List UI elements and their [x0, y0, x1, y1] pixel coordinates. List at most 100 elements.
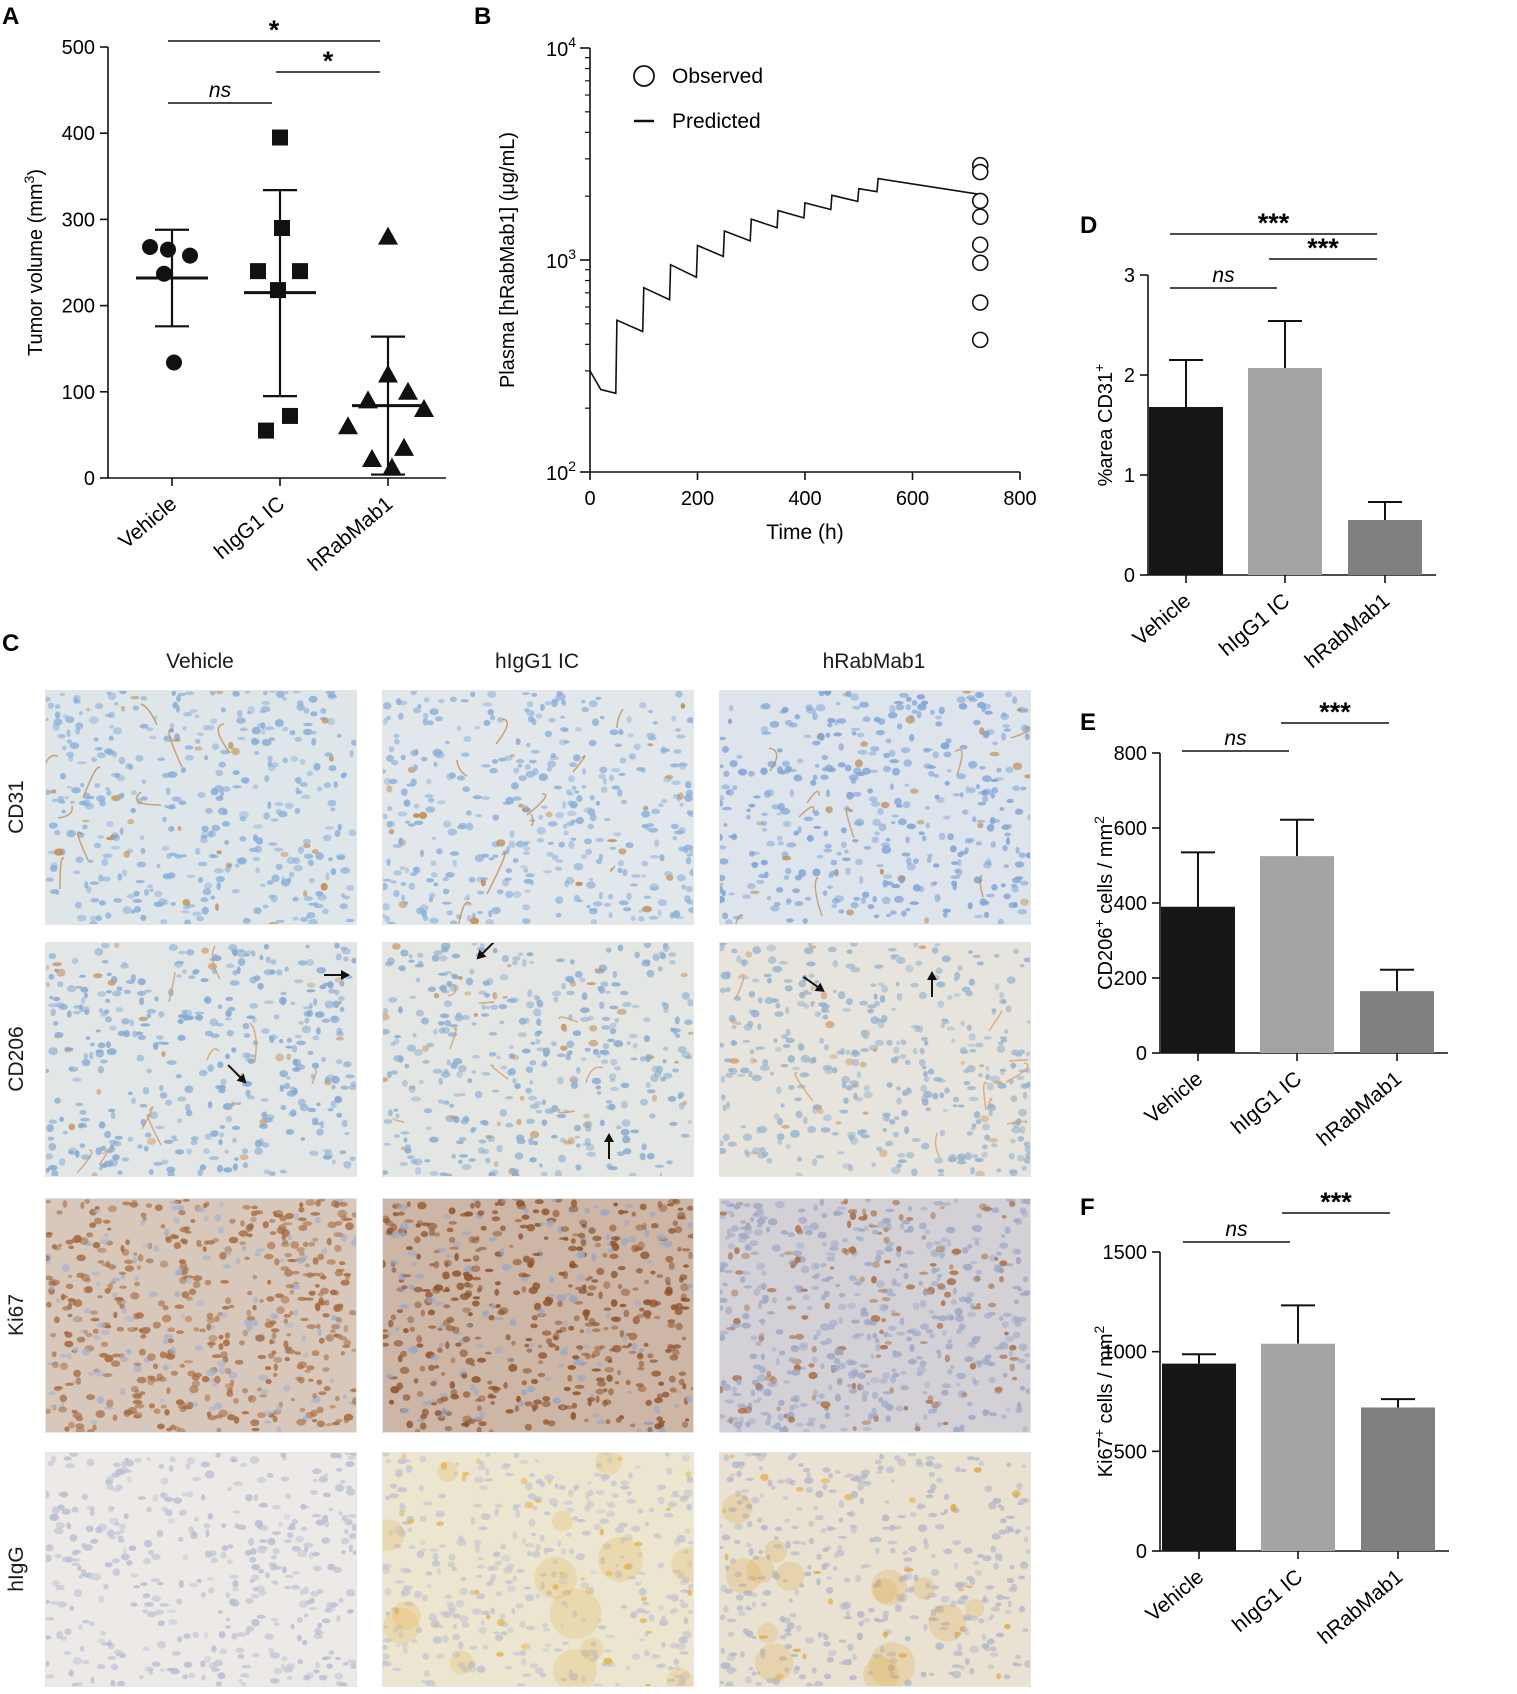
cell-nucleus: [729, 1213, 735, 1218]
cell-nucleus: [54, 711, 61, 719]
cell-nucleus: [219, 1132, 225, 1138]
cell-nucleus: [602, 1252, 608, 1258]
cell-nucleus: [872, 1333, 878, 1339]
cell-nucleus: [59, 692, 66, 697]
cell-nucleus: [999, 1276, 1004, 1283]
cell-nucleus: [488, 1237, 497, 1242]
cell-nucleus: [923, 1076, 930, 1082]
cell-nucleus: [407, 823, 416, 827]
cell-nucleus: [132, 898, 143, 903]
cell-nucleus: [1024, 774, 1030, 779]
cell-nucleus: [792, 1250, 803, 1257]
cell-nucleus: [96, 795, 106, 802]
cell-nucleus: [52, 962, 62, 967]
cell-nucleus: [751, 1379, 759, 1385]
cell-nucleus: [305, 958, 315, 967]
cell-nucleus: [89, 920, 98, 924]
cell-nucleus: [184, 919, 191, 924]
cell-nucleus: [141, 779, 146, 785]
cell-nucleus: [623, 1219, 630, 1226]
cell-nucleus: [654, 1164, 664, 1168]
cell-nucleus: [163, 1139, 174, 1144]
cell-nucleus: [536, 838, 545, 843]
cell-nucleus: [231, 1632, 238, 1640]
cell-nucleus: [483, 1005, 491, 1010]
cell-nucleus: [46, 982, 50, 988]
cell-nucleus: [160, 1404, 167, 1409]
cell-nucleus: [752, 978, 760, 983]
cell-nucleus: [637, 1366, 645, 1371]
cell-nucleus: [412, 1033, 417, 1038]
cell-nucleus: [524, 1343, 530, 1348]
cell-nucleus: [622, 1148, 632, 1155]
cell-nucleus: [92, 1424, 97, 1431]
cell-nucleus: [681, 992, 690, 1000]
cell-nucleus: [581, 706, 590, 713]
micrograph-ki67-hrabmab1: [719, 1198, 1031, 1433]
cell-nucleus: [815, 1154, 825, 1159]
cell-nucleus: [106, 750, 115, 756]
cell-nucleus: [649, 1359, 659, 1363]
cell-nucleus: [460, 1092, 466, 1096]
cell-nucleus: [462, 1391, 471, 1398]
cell-nucleus: [206, 1317, 216, 1324]
cell-nucleus: [887, 712, 898, 719]
cell-nucleus: [572, 1355, 580, 1360]
cell-nucleus: [266, 1241, 276, 1250]
cell-nucleus: [493, 1317, 504, 1321]
cell-nucleus: [939, 1252, 945, 1259]
cell-nucleus: [798, 1043, 805, 1052]
cell-nucleus: [76, 914, 87, 922]
cell-nucleus: [471, 1265, 481, 1272]
cell-nucleus: [334, 829, 341, 837]
cell-nucleus: [746, 814, 751, 820]
cell-nucleus: [313, 763, 321, 771]
cell-nucleus: [400, 1408, 410, 1414]
cell-nucleus: [259, 1539, 268, 1543]
cell-nucleus: [48, 1047, 58, 1056]
cell-nucleus: [265, 726, 275, 731]
cell-nucleus: [236, 717, 246, 724]
cell-nucleus: [275, 863, 283, 871]
stained-vessel: [206, 1048, 220, 1061]
cell-nucleus: [96, 1322, 106, 1329]
cell-nucleus: [395, 1327, 400, 1331]
cell-nucleus: [906, 1336, 912, 1342]
cell-nucleus: [976, 1303, 981, 1307]
cell-nucleus: [648, 915, 659, 920]
cell-nucleus: [540, 703, 545, 712]
cell-nucleus: [903, 1272, 909, 1280]
cell-nucleus: [532, 768, 539, 776]
cell-nucleus: [629, 883, 638, 887]
cell-nucleus: [961, 1247, 969, 1254]
cell-nucleus: [852, 705, 861, 710]
cell-nucleus: [112, 834, 121, 842]
cell-nucleus: [443, 820, 452, 828]
cell-nucleus: [983, 1356, 990, 1364]
cell-nucleus: [468, 1235, 477, 1244]
cell-nucleus: [911, 1138, 921, 1142]
cell-nucleus: [302, 1241, 309, 1247]
y-tick-label: 200: [62, 296, 95, 318]
observed-point: [971, 163, 989, 181]
cell-nucleus: [415, 1167, 422, 1175]
cell-nucleus: [797, 1156, 802, 1162]
cell-nucleus: [901, 1220, 911, 1225]
cell-nucleus: [523, 840, 531, 844]
cell-nucleus: [179, 1363, 185, 1368]
cell-nucleus: [458, 1154, 469, 1158]
arrow-shaft: [480, 943, 496, 956]
cell-nucleus: [944, 1354, 951, 1363]
y-tick-label: 1: [1124, 465, 1135, 487]
cell-nucleus: [337, 823, 342, 831]
cell-nucleus: [311, 1350, 320, 1356]
cell-nucleus: [883, 874, 893, 879]
cell-nucleus: [773, 901, 781, 907]
cell-nucleus: [306, 770, 313, 776]
cell-nucleus: [505, 1096, 514, 1100]
cell-nucleus: [846, 791, 854, 800]
cell-nucleus: [557, 1364, 565, 1368]
cell-nucleus: [830, 859, 838, 866]
cell-nucleus: [1014, 861, 1025, 868]
cell-nucleus: [861, 1390, 870, 1396]
